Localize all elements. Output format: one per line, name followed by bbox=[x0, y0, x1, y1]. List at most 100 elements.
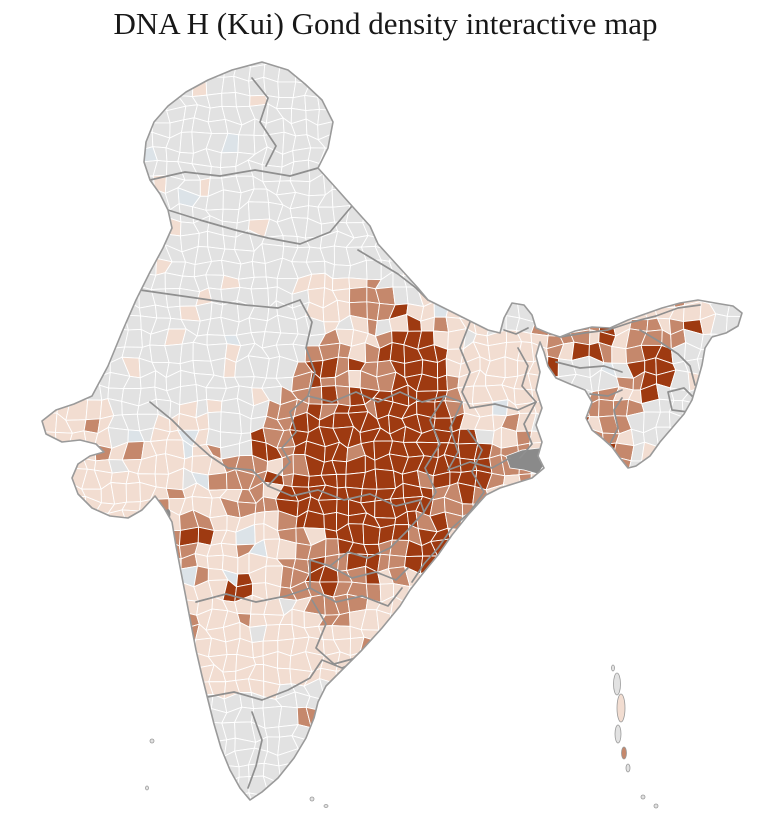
district-cell[interactable] bbox=[681, 399, 705, 418]
district-cell[interactable] bbox=[277, 624, 295, 642]
district-cell[interactable] bbox=[252, 655, 265, 666]
district-cell[interactable] bbox=[238, 764, 250, 778]
district-cell[interactable] bbox=[236, 49, 251, 68]
district-cell[interactable] bbox=[138, 257, 158, 276]
district-cell[interactable] bbox=[264, 726, 281, 738]
district-cell[interactable] bbox=[696, 349, 717, 360]
island[interactable] bbox=[149, 738, 155, 744]
district-cell[interactable] bbox=[125, 481, 141, 503]
district-cell[interactable] bbox=[85, 399, 103, 421]
district-cell[interactable] bbox=[222, 189, 242, 211]
district-cell[interactable] bbox=[669, 426, 691, 444]
district-cell[interactable] bbox=[237, 134, 256, 155]
district-cell[interactable] bbox=[319, 677, 338, 701]
district-cell[interactable] bbox=[41, 397, 60, 414]
district-cell[interactable] bbox=[317, 206, 336, 225]
island[interactable] bbox=[611, 664, 615, 672]
district-cell[interactable] bbox=[248, 317, 268, 334]
district-cell[interactable] bbox=[416, 272, 438, 290]
district-cell[interactable] bbox=[254, 511, 266, 526]
district-cell[interactable] bbox=[474, 428, 495, 445]
district-cell[interactable] bbox=[278, 705, 299, 728]
district-cell[interactable] bbox=[207, 472, 228, 491]
district-cell[interactable] bbox=[207, 118, 229, 134]
district-cell[interactable] bbox=[220, 397, 241, 415]
district-cell[interactable] bbox=[323, 511, 338, 532]
district-cell[interactable] bbox=[335, 669, 355, 685]
district-cell[interactable] bbox=[325, 538, 340, 558]
district-cell[interactable] bbox=[504, 356, 519, 379]
district-cell[interactable] bbox=[248, 792, 270, 812]
district-cell[interactable] bbox=[197, 230, 209, 248]
district-cell[interactable] bbox=[182, 639, 196, 659]
district-cell[interactable] bbox=[179, 131, 194, 154]
district-cell[interactable] bbox=[251, 261, 267, 278]
island[interactable] bbox=[613, 672, 621, 696]
district-cell[interactable] bbox=[331, 103, 354, 124]
district-cell[interactable] bbox=[55, 431, 73, 446]
district-cell[interactable] bbox=[530, 473, 544, 491]
district-cell[interactable] bbox=[277, 81, 297, 99]
island[interactable] bbox=[323, 804, 329, 808]
district-cell[interactable] bbox=[587, 316, 601, 333]
district-cell[interactable] bbox=[139, 498, 156, 518]
district-cell[interactable] bbox=[206, 554, 224, 571]
district-cell[interactable] bbox=[317, 76, 338, 98]
district-cell[interactable] bbox=[640, 460, 659, 477]
district-cell[interactable] bbox=[331, 625, 352, 641]
district-cell[interactable] bbox=[265, 276, 278, 289]
district-cell[interactable] bbox=[611, 345, 628, 364]
district-cell[interactable] bbox=[137, 510, 156, 533]
district-cell[interactable] bbox=[332, 264, 352, 280]
district-cell[interactable] bbox=[486, 300, 507, 317]
district-cell[interactable] bbox=[264, 48, 282, 66]
district-cell[interactable] bbox=[348, 369, 362, 389]
district-cell[interactable] bbox=[195, 383, 208, 402]
district-cell[interactable] bbox=[219, 411, 242, 435]
district-cell[interactable] bbox=[221, 92, 237, 108]
district-cell[interactable] bbox=[70, 384, 89, 401]
district-cell[interactable] bbox=[221, 75, 236, 94]
district-cell[interactable] bbox=[251, 640, 264, 659]
district-cell[interactable] bbox=[362, 523, 381, 545]
district-cell[interactable] bbox=[96, 341, 111, 364]
district-cell[interactable] bbox=[317, 89, 341, 112]
kutch-coast-strip[interactable] bbox=[34, 449, 46, 455]
district-cell[interactable] bbox=[349, 286, 368, 304]
district-cell[interactable] bbox=[276, 667, 292, 686]
district-cell[interactable] bbox=[250, 276, 269, 290]
district-cell[interactable] bbox=[389, 341, 406, 365]
district-cell[interactable] bbox=[276, 96, 294, 110]
district-cell[interactable] bbox=[392, 286, 409, 306]
district-cell[interactable] bbox=[277, 62, 297, 83]
island[interactable] bbox=[309, 796, 315, 802]
district-cell[interactable] bbox=[65, 397, 89, 421]
district-cell[interactable] bbox=[276, 538, 297, 560]
district-cell[interactable] bbox=[319, 376, 337, 388]
district-cell[interactable] bbox=[220, 151, 239, 169]
sundarbans-delta[interactable] bbox=[505, 447, 547, 475]
island[interactable] bbox=[653, 803, 659, 809]
district-cell[interactable] bbox=[222, 234, 237, 251]
district-cell[interactable] bbox=[374, 468, 397, 490]
district-cell[interactable] bbox=[206, 753, 225, 766]
district-cell[interactable] bbox=[336, 473, 347, 489]
district-cell[interactable] bbox=[332, 121, 353, 138]
district-cell[interactable] bbox=[611, 302, 632, 321]
district-cell[interactable] bbox=[459, 302, 475, 322]
island[interactable] bbox=[614, 724, 622, 744]
island[interactable] bbox=[640, 794, 646, 800]
district-cell[interactable] bbox=[349, 187, 369, 207]
district-cell[interactable] bbox=[107, 313, 129, 331]
district-cell[interactable] bbox=[362, 201, 382, 224]
district-cell[interactable] bbox=[237, 261, 255, 280]
district-cell[interactable] bbox=[205, 64, 226, 78]
district-cell[interactable] bbox=[163, 566, 183, 584]
island[interactable] bbox=[621, 746, 627, 760]
district-cell[interactable] bbox=[224, 776, 240, 797]
district-cell[interactable] bbox=[492, 399, 509, 417]
island[interactable] bbox=[145, 785, 149, 791]
district-cell[interactable] bbox=[291, 473, 310, 488]
